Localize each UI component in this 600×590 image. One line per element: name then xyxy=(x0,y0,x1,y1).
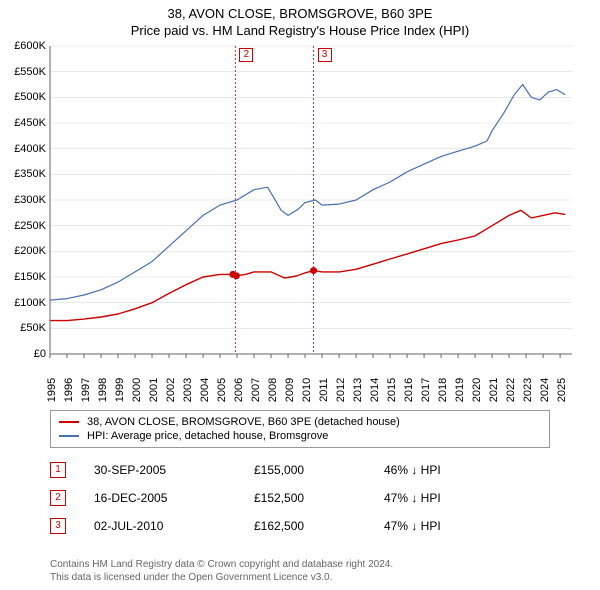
y-tick-label: £600K xyxy=(6,40,46,52)
footer-line-2: This data is licensed under the Open Gov… xyxy=(50,571,550,584)
x-tick-label: 2009 xyxy=(284,378,296,402)
x-tick-label: 2006 xyxy=(233,378,245,402)
x-tick-label: 2005 xyxy=(216,378,228,402)
y-tick-label: £0 xyxy=(6,348,46,360)
y-tick-label: £200K xyxy=(6,245,46,257)
x-tick-label: 2000 xyxy=(131,378,143,402)
x-tick-label: 2025 xyxy=(556,378,568,402)
legend-item: 38, AVON CLOSE, BROMSGROVE, B60 3PE (det… xyxy=(59,415,541,429)
event-row-pct: 47% ↓ HPI xyxy=(384,519,514,533)
x-tick-label: 2014 xyxy=(369,378,381,402)
event-row-price: £152,500 xyxy=(254,491,384,505)
event-marker-2: 2 xyxy=(239,48,253,62)
x-tick-label: 2019 xyxy=(454,378,466,402)
y-tick-label: £300K xyxy=(6,194,46,206)
legend-item: HPI: Average price, detached house, Brom… xyxy=(59,429,541,443)
y-tick-label: £550K xyxy=(6,66,46,78)
y-tick-label: £50K xyxy=(6,322,46,334)
event-row-date: 30-SEP-2005 xyxy=(94,463,254,477)
event-row-marker: 3 xyxy=(50,518,66,534)
legend-swatch xyxy=(59,435,79,437)
x-tick-label: 2023 xyxy=(522,378,534,402)
y-tick-label: £350K xyxy=(6,168,46,180)
x-tick-label: 2001 xyxy=(148,378,160,402)
x-tick-label: 2003 xyxy=(182,378,194,402)
chart-plot-area xyxy=(50,46,572,354)
legend-label: HPI: Average price, detached house, Brom… xyxy=(87,430,328,442)
x-tick-label: 2008 xyxy=(267,378,279,402)
y-tick-label: £500K xyxy=(6,91,46,103)
x-tick-label: 1998 xyxy=(97,378,109,402)
legend-swatch xyxy=(59,421,79,423)
x-tick-label: 2002 xyxy=(165,378,177,402)
x-tick-label: 2015 xyxy=(386,378,398,402)
event-row-date: 16-DEC-2005 xyxy=(94,491,254,505)
x-tick-label: 2012 xyxy=(335,378,347,402)
event-row: 1 30-SEP-2005£155,00046% ↓ HPI xyxy=(50,456,550,484)
event-row-marker: 1 xyxy=(50,462,66,478)
event-row-price: £162,500 xyxy=(254,519,384,533)
event-row-date: 02-JUL-2010 xyxy=(94,519,254,533)
x-tick-label: 2021 xyxy=(488,378,500,402)
y-tick-label: £450K xyxy=(6,117,46,129)
legend-box: 38, AVON CLOSE, BROMSGROVE, B60 3PE (det… xyxy=(50,410,550,448)
event-row-price: £155,000 xyxy=(254,463,384,477)
event-row: 3 02-JUL-2010£162,50047% ↓ HPI xyxy=(50,512,550,540)
x-tick-label: 1996 xyxy=(63,378,75,402)
x-tick-label: 2022 xyxy=(505,378,517,402)
x-tick-label: 2024 xyxy=(539,378,551,402)
x-tick-label: 2016 xyxy=(403,378,415,402)
y-tick-label: £250K xyxy=(6,220,46,232)
x-tick-label: 1995 xyxy=(46,378,58,402)
y-tick-label: £400K xyxy=(6,143,46,155)
x-tick-label: 2004 xyxy=(199,378,211,402)
event-row-pct: 47% ↓ HPI xyxy=(384,491,514,505)
x-tick-label: 2018 xyxy=(437,378,449,402)
event-row-pct: 46% ↓ HPI xyxy=(384,463,514,477)
x-tick-label: 2013 xyxy=(352,378,364,402)
event-row-marker: 2 xyxy=(50,490,66,506)
x-tick-label: 2020 xyxy=(471,378,483,402)
x-tick-label: 2007 xyxy=(250,378,262,402)
y-tick-label: £100K xyxy=(6,297,46,309)
x-tick-label: 2017 xyxy=(420,378,432,402)
legend-label: 38, AVON CLOSE, BROMSGROVE, B60 3PE (det… xyxy=(87,416,400,428)
footer-line-1: Contains HM Land Registry data © Crown c… xyxy=(50,558,550,571)
event-row: 2 16-DEC-2005£152,50047% ↓ HPI xyxy=(50,484,550,512)
footer-attribution: Contains HM Land Registry data © Crown c… xyxy=(50,558,550,584)
y-tick-label: £150K xyxy=(6,271,46,283)
events-table: 1 30-SEP-2005£155,00046% ↓ HPI 2 16-DEC-200… xyxy=(50,456,550,540)
chart-title-line1: 38, AVON CLOSE, BROMSGROVE, B60 3PE xyxy=(0,0,600,21)
chart-title-line2: Price paid vs. HM Land Registry's House … xyxy=(0,23,600,38)
x-tick-label: 1997 xyxy=(80,378,92,402)
x-tick-label: 2010 xyxy=(301,378,313,402)
x-tick-label: 2011 xyxy=(318,378,330,402)
x-tick-label: 1999 xyxy=(114,378,126,402)
event-marker-3: 3 xyxy=(318,48,332,62)
